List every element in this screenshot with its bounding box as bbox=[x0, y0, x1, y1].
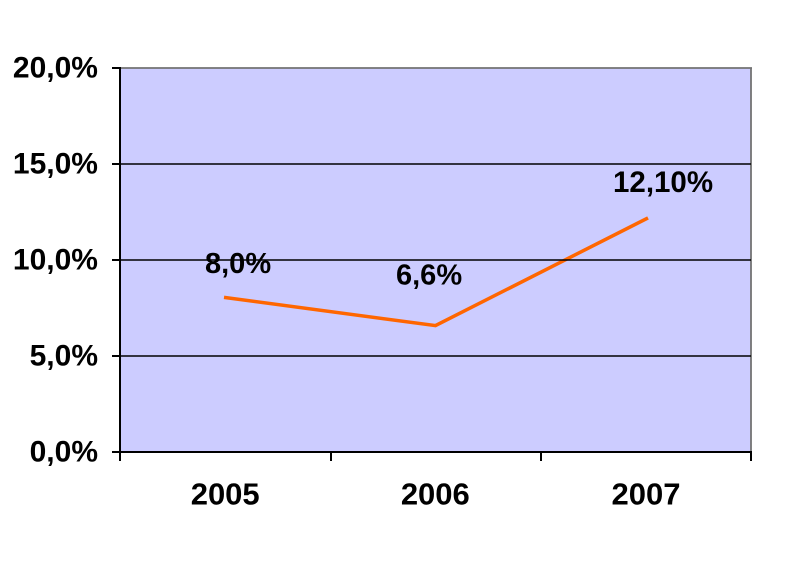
svg-text:6,6%: 6,6% bbox=[396, 260, 462, 292]
svg-text:0,0%: 0,0% bbox=[30, 436, 98, 469]
svg-text:2007: 2007 bbox=[612, 477, 681, 512]
svg-text:15,0%: 15,0% bbox=[13, 148, 98, 181]
svg-text:2006: 2006 bbox=[401, 477, 470, 512]
svg-text:10,0%: 10,0% bbox=[13, 244, 98, 277]
svg-text:12,10%: 12,10% bbox=[613, 166, 713, 199]
svg-text:5,0%: 5,0% bbox=[30, 340, 98, 373]
svg-text:20,0%: 20,0% bbox=[13, 52, 98, 85]
svg-text:2005: 2005 bbox=[191, 477, 260, 512]
svg-text:8,0%: 8,0% bbox=[205, 248, 271, 280]
